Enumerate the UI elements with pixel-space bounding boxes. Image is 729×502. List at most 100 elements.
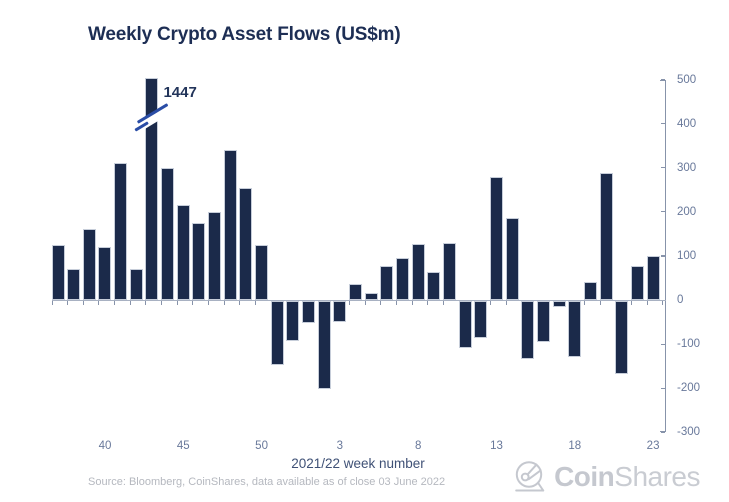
baseline-tick bbox=[411, 301, 413, 306]
baseline-tick bbox=[349, 301, 351, 306]
baseline-tick bbox=[380, 301, 382, 306]
bar-week-23 bbox=[646, 255, 660, 300]
bar-week-16 bbox=[536, 301, 550, 343]
bar-week-5 bbox=[364, 292, 378, 300]
x-tick-label-week-3: 3 bbox=[336, 440, 344, 452]
baseline-tick bbox=[255, 301, 257, 306]
baseline-tick bbox=[98, 301, 100, 306]
x-axis-title: 2021/22 week number bbox=[291, 456, 425, 471]
y-tick-label: -200 bbox=[677, 382, 701, 395]
y-tick-label: 100 bbox=[677, 249, 697, 262]
bar-week-18 bbox=[568, 301, 582, 358]
bar-week-43 bbox=[145, 78, 159, 300]
bar-week-46 bbox=[192, 222, 206, 300]
baseline-tick bbox=[646, 301, 648, 306]
bar-week-45 bbox=[176, 205, 190, 300]
bar-week-15 bbox=[521, 301, 535, 359]
x-tick-label-week-18: 18 bbox=[568, 440, 582, 452]
y-axis-line bbox=[664, 79, 666, 433]
bar-week-1 bbox=[302, 301, 316, 324]
baseline-tick bbox=[51, 301, 53, 306]
bar-week-38 bbox=[67, 269, 81, 300]
baseline-tick bbox=[443, 301, 444, 306]
baseline-tick bbox=[630, 301, 632, 306]
y-tick-label: -100 bbox=[677, 338, 701, 351]
baseline-tick bbox=[583, 301, 585, 306]
baseline-tick bbox=[208, 301, 210, 306]
bar-week-19 bbox=[583, 281, 597, 300]
bar-week-2 bbox=[317, 301, 331, 390]
y-axis-tick bbox=[660, 255, 665, 257]
bar-week-8 bbox=[411, 243, 425, 300]
coinshares-sextant-icon bbox=[515, 461, 545, 492]
bar-week-11 bbox=[458, 301, 472, 349]
chart-title: Weekly Crypto Asset Flows (US$m) bbox=[88, 24, 401, 45]
baseline-tick bbox=[114, 301, 116, 306]
logo-text-shares: Shares bbox=[614, 461, 700, 492]
bar-week-4 bbox=[349, 284, 363, 300]
coinshares-logo: CoinShares bbox=[510, 458, 700, 496]
y-axis-tick bbox=[660, 167, 665, 169]
bar-week-37 bbox=[51, 244, 65, 300]
x-tick-label-week-23: 23 bbox=[646, 440, 660, 452]
bar-week-7 bbox=[396, 258, 410, 300]
y-axis-tick bbox=[660, 343, 665, 345]
x-tick-label-week-40: 40 bbox=[98, 440, 112, 452]
baseline-tick bbox=[161, 301, 163, 306]
baseline-tick bbox=[145, 301, 147, 306]
y-tick-label: 500 bbox=[677, 73, 697, 86]
baseline-tick bbox=[427, 301, 429, 306]
bar-week-12 bbox=[474, 301, 488, 338]
bar-week-44 bbox=[161, 167, 175, 300]
y-tick-label: 200 bbox=[677, 205, 697, 218]
baseline-tick bbox=[192, 301, 194, 306]
bar-week-9 bbox=[427, 272, 441, 300]
source-note: Source: Bloomberg, CoinShares, data avai… bbox=[88, 476, 446, 488]
y-tick-label: 400 bbox=[677, 117, 697, 130]
baseline-tick bbox=[662, 301, 664, 306]
y-axis-tick bbox=[660, 123, 665, 125]
logo-text-coin: Coin bbox=[554, 461, 615, 492]
bar-week-50 bbox=[255, 244, 269, 300]
bar-week-49 bbox=[239, 187, 253, 300]
y-axis-tick bbox=[660, 79, 665, 81]
bar-week-41 bbox=[114, 163, 128, 300]
bar-week-17 bbox=[552, 301, 566, 308]
bar-week-40 bbox=[98, 247, 112, 300]
baseline-tick bbox=[67, 301, 69, 306]
bar-week-51 bbox=[270, 301, 284, 366]
bar-week-39 bbox=[82, 229, 96, 300]
bar-week-14 bbox=[505, 218, 519, 300]
x-tick-label-week-50: 50 bbox=[255, 440, 268, 452]
y-tick-label: 0 bbox=[677, 294, 684, 306]
baseline-tick bbox=[364, 301, 366, 306]
baseline-tick bbox=[505, 301, 507, 306]
y-tick-label: -300 bbox=[677, 426, 701, 439]
y-tick-label: 300 bbox=[677, 161, 697, 174]
y-axis-tick bbox=[660, 387, 665, 389]
bar-week-13 bbox=[489, 176, 503, 300]
bar-week-52 bbox=[286, 301, 300, 341]
bar-week-20 bbox=[599, 172, 613, 300]
bar-week-6 bbox=[380, 265, 394, 300]
y-axis-tick bbox=[660, 431, 665, 433]
bar-week-21 bbox=[615, 301, 629, 374]
x-tick-label-week-8: 8 bbox=[414, 440, 422, 452]
bar-week-42 bbox=[129, 269, 143, 300]
bar-week-48 bbox=[223, 150, 237, 300]
x-tick-label-week-13: 13 bbox=[490, 440, 503, 452]
bar-week-10 bbox=[443, 242, 456, 300]
baseline-tick bbox=[129, 301, 131, 306]
bar-week-22 bbox=[630, 266, 644, 300]
bar-week-47 bbox=[208, 211, 222, 300]
baseline-tick bbox=[176, 301, 178, 306]
y-axis-tick bbox=[660, 211, 665, 213]
baseline-tick bbox=[599, 301, 601, 306]
bar-value-annotation: 1447 bbox=[163, 84, 197, 101]
baseline-tick bbox=[239, 301, 241, 306]
baseline-tick bbox=[489, 301, 491, 306]
baseline-tick bbox=[396, 301, 398, 306]
x-baseline bbox=[51, 300, 666, 302]
baseline-tick bbox=[223, 301, 225, 306]
